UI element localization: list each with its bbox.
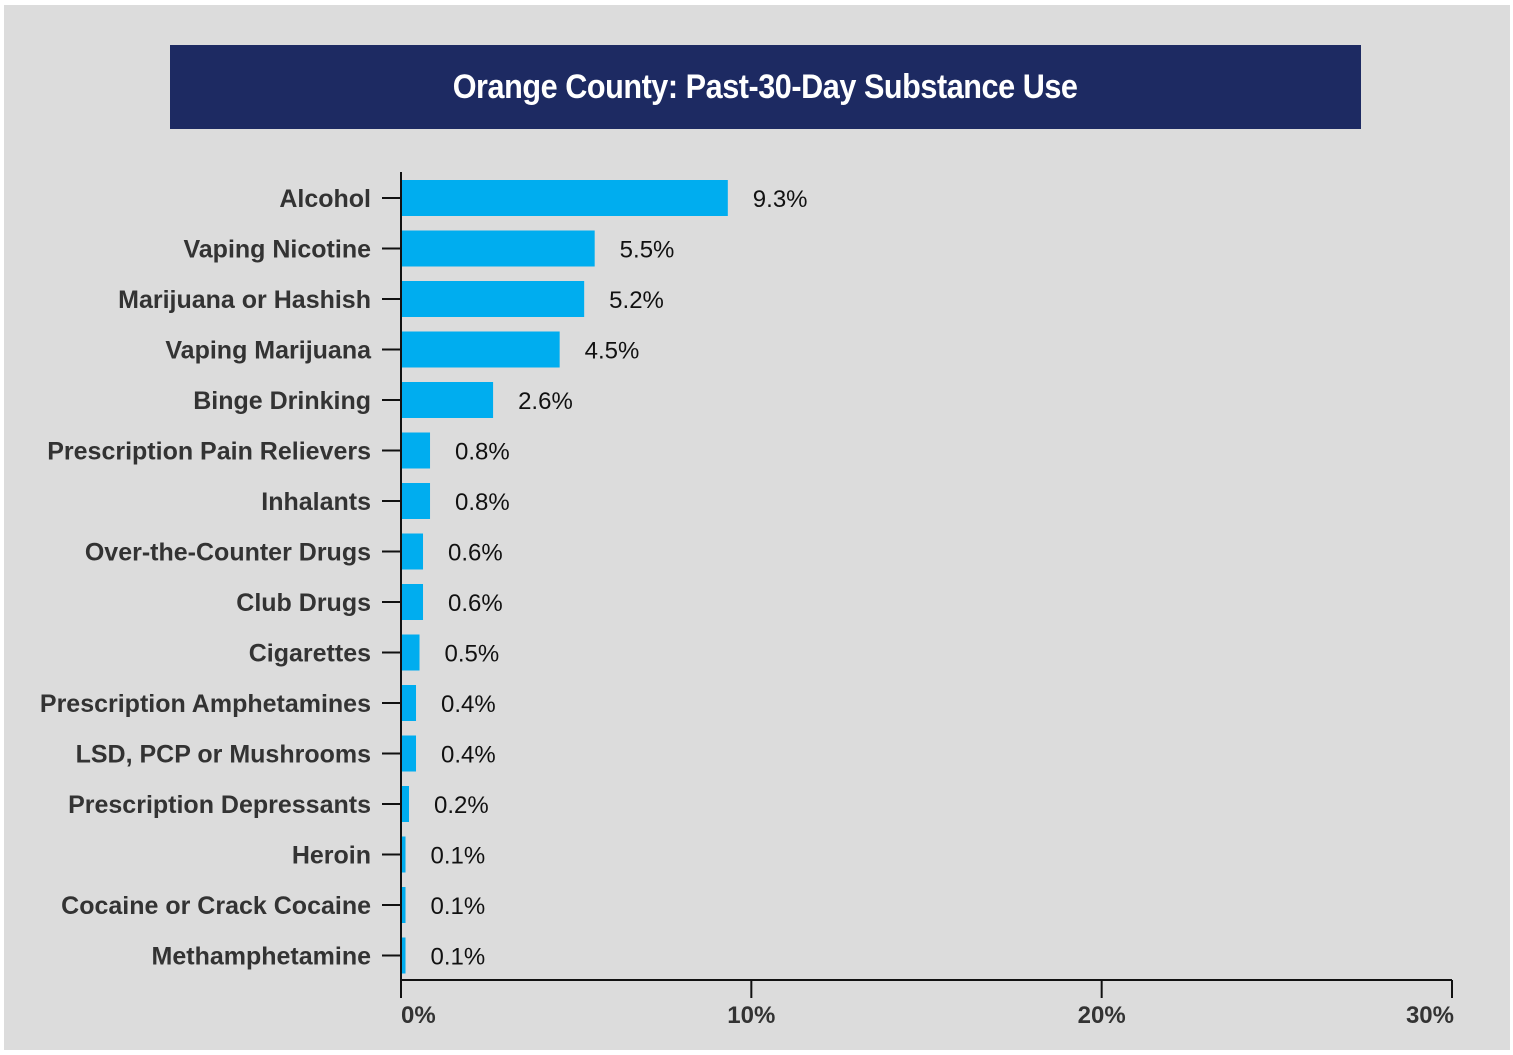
data-label: 0.5% [445, 641, 500, 668]
category-label: Vaping Marijuana [165, 337, 372, 365]
bar [402, 382, 494, 418]
x-tick-label: 10% [727, 1002, 775, 1029]
data-label: 4.5% [585, 338, 640, 365]
category-label: Alcohol [279, 185, 371, 213]
data-label: 5.2% [609, 287, 664, 314]
data-label: 2.6% [518, 388, 573, 415]
bar [402, 230, 595, 267]
category-label: Inhalants [261, 488, 371, 516]
x-tick-label: 30% [1406, 1002, 1454, 1029]
data-label: 0.1% [431, 893, 486, 920]
data-label: 0.8% [455, 439, 510, 466]
bar [402, 331, 560, 368]
category-label: Methamphetamine [152, 943, 372, 971]
bar [402, 483, 431, 519]
chart-panel [4, 5, 1510, 1050]
bar [402, 937, 406, 974]
category-label: LSD, PCP or Mushrooms [76, 741, 371, 769]
bar [402, 836, 406, 873]
data-label: 0.4% [441, 742, 496, 769]
bar [402, 735, 417, 772]
category-label: Heroin [292, 842, 371, 870]
bar [402, 584, 424, 620]
bar [402, 634, 420, 671]
category-label: Prescription Depressants [68, 791, 371, 819]
bar [402, 685, 417, 721]
data-label: 0.6% [448, 590, 503, 617]
category-label: Over-the-Counter Drugs [85, 539, 371, 567]
x-tick-label: 0% [401, 1002, 436, 1029]
bar [402, 281, 585, 317]
data-label: 9.3% [753, 186, 808, 213]
data-label: 0.2% [434, 792, 489, 819]
data-label: 0.4% [441, 691, 496, 718]
data-label: 5.5% [620, 237, 675, 264]
bars-layer [402, 180, 728, 974]
category-label: Cigarettes [249, 640, 371, 668]
data-label: 0.1% [431, 944, 486, 971]
category-label: Prescription Pain Relievers [47, 438, 371, 466]
category-label: Marijuana or Hashish [118, 286, 371, 314]
chart-title: Orange County: Past-30-Day Substance Use [453, 67, 1078, 106]
category-label: Prescription Amphetamines [40, 690, 371, 718]
chart-title-bar: Orange County: Past-30-Day Substance Use [170, 45, 1361, 129]
bar [402, 180, 728, 216]
bar [402, 887, 406, 923]
data-label: 0.6% [448, 540, 503, 567]
axes-layer: 0% 10% 20% 30% [382, 172, 1454, 1029]
bar [402, 786, 410, 822]
x-tick-label: 20% [1078, 1002, 1126, 1029]
category-label: Vaping Nicotine [183, 236, 371, 264]
category-label: Binge Drinking [193, 387, 371, 415]
data-label: 0.1% [431, 843, 486, 870]
category-label: Cocaine or Crack Cocaine [61, 892, 371, 920]
labels-layer: Alcohol 9.3% Vaping Nicotine 5.5% Marijuana … [40, 185, 808, 971]
data-label: 0.8% [455, 489, 510, 516]
category-label: Club Drugs [236, 589, 371, 617]
bar [402, 432, 431, 469]
bar [402, 533, 424, 570]
